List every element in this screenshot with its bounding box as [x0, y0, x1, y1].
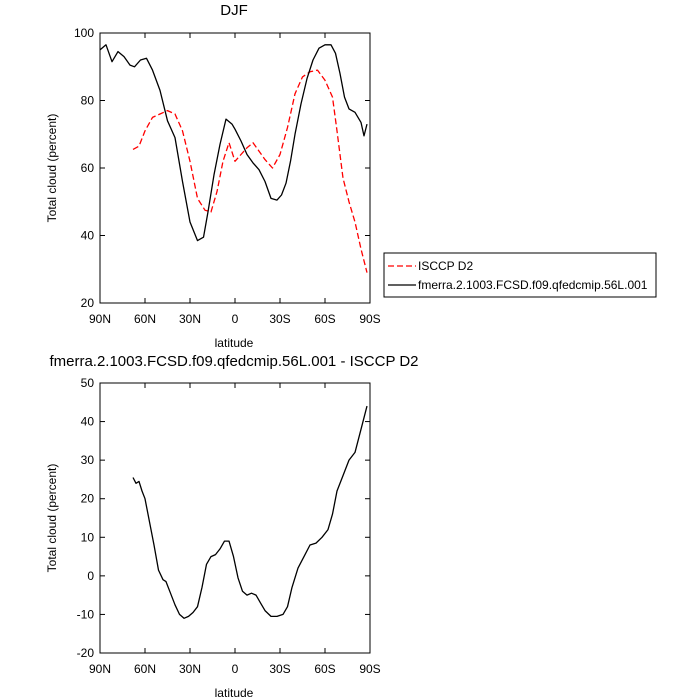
bottom-panel-title: fmerra.2.1003.FCSD.f09.qfedcmip.56L.001 … — [49, 353, 418, 370]
bottom-x-tick-label: 30N — [179, 662, 201, 676]
top-x-tick-label: 30N — [179, 312, 201, 326]
top-panel-title: DJF — [220, 2, 248, 19]
top-plot-frame — [99, 32, 371, 304]
bottom-x-tick-label: 30S — [269, 662, 290, 676]
bottom-y-tick-label: 0 — [87, 569, 94, 583]
top-y-axis-label: Total cloud (percent) — [45, 114, 59, 223]
top-y-tick-label: 60 — [81, 161, 95, 175]
top-plot-area: 90N 60N 30N 0 30S 60S 90S 20 40 60 80 100 — [74, 26, 381, 326]
bottom-series-line-0 — [132, 405, 368, 619]
legend-label-isccp: ISCCP D2 — [418, 259, 473, 273]
top-y-tick-label: 80 — [81, 94, 95, 108]
bottom-y-tick-label: -20 — [77, 646, 95, 660]
bottom-y-tick-label: 50 — [81, 376, 95, 390]
top-x-tick-label: 90S — [359, 312, 380, 326]
top-x-tick-label: 60S — [314, 312, 335, 326]
bottom-x-tick-label: 60S — [314, 662, 335, 676]
bottom-y-tick-label: 10 — [81, 530, 95, 544]
legend-box — [383, 252, 657, 298]
bottom-x-tick-label: 90N — [89, 662, 111, 676]
bottom-y-tick-label: -10 — [77, 607, 95, 621]
top-x-tick-label: 30S — [269, 312, 290, 326]
top-series-line-1 — [99, 44, 368, 242]
bottom-y-tick-label: 30 — [81, 453, 95, 467]
top-series-line-0 — [132, 69, 368, 273]
legend-label-model: fmerra.2.1003.FCSD.f09.qfedcmip.56L.001 — [418, 278, 648, 292]
top-x-tick-label: 0 — [232, 312, 239, 326]
bottom-plot-area: 90N 60N 30N 0 30S 60S 90S -20 -10 0 10 20 30 40 50 — [77, 376, 381, 676]
bottom-panel: fmerra.2.1003.FCSD.f09.qfedcmip.56L.001 … — [45, 353, 419, 700]
bottom-x-tick-label: 0 — [232, 662, 239, 676]
top-y-tick-label: 100 — [74, 26, 94, 40]
bottom-x-axis-label: latitude — [215, 686, 254, 700]
bottom-y-tick-label: 20 — [81, 492, 95, 506]
top-x-tick-label: 90N — [89, 312, 111, 326]
bottom-x-tick-label: 60N — [134, 662, 156, 676]
bottom-y-tick-label: 40 — [81, 415, 95, 429]
top-x-axis-label: latitude — [215, 336, 254, 350]
bottom-y-axis-label: Total cloud (percent) — [45, 464, 59, 573]
bottom-plot-frame — [99, 382, 371, 654]
legend: ISCCP D2 fmerra.2.1003.FCSD.f09.qfedcmip… — [383, 252, 657, 298]
top-y-tick-label: 20 — [81, 296, 95, 310]
bottom-x-tick-label: 90S — [359, 662, 380, 676]
top-y-tick-label: 40 — [81, 229, 95, 243]
top-panel: DJF 90N 60N 30N 0 30S 60S 90S 20 40 60 80 100 latit… — [45, 2, 657, 350]
top-x-tick-label: 60N — [134, 312, 156, 326]
